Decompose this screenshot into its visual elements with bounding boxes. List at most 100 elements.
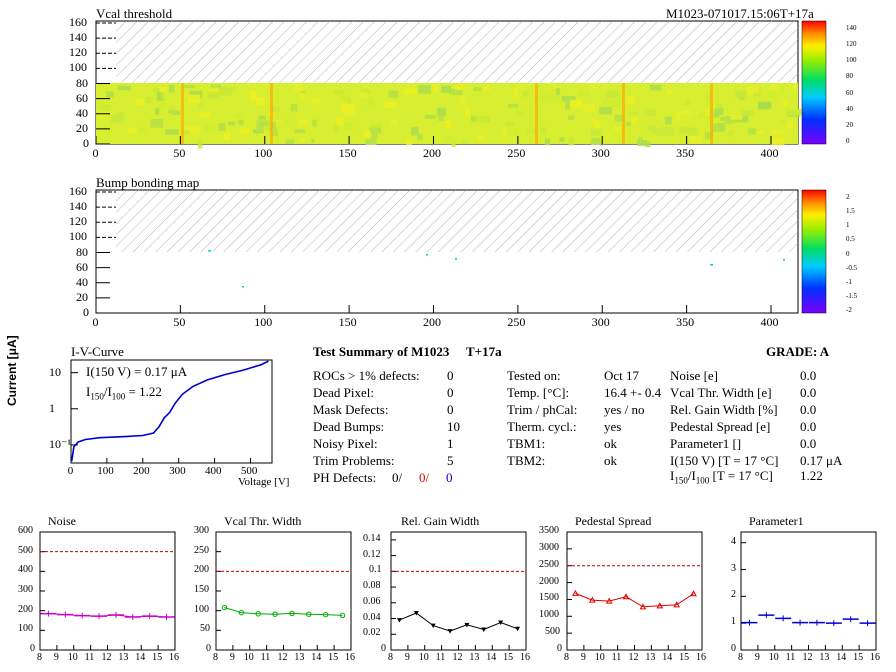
small-chart-xtick: 9 [754, 652, 760, 663]
vcal-ytick: 20 [76, 120, 88, 135]
summary-label: Trim / phCal: [507, 402, 578, 417]
small-chart-xtick: 14 [486, 652, 497, 663]
vcal-map-title: Vcal threshold [96, 6, 173, 21]
summary-value: 0 [447, 402, 454, 417]
small-chart-xtick: 15 [328, 652, 339, 663]
bump-ytick: 60 [76, 259, 88, 274]
small-chart-xtick: 9 [580, 652, 586, 663]
vcal-ytick: 140 [69, 30, 87, 45]
ph-defects-value-2: 0/ [419, 470, 430, 485]
small-chart-ytick: 400 [18, 564, 33, 576]
data-point [498, 620, 504, 625]
data-point [289, 610, 295, 617]
summary-label: Rel. Gain Width [%] [670, 402, 778, 417]
bump-palette [801, 189, 827, 314]
summary-value: 0.0 [800, 368, 817, 383]
ph-defects-value-3: 0 [446, 470, 453, 485]
vcal-palette-tick: 0 [846, 137, 850, 145]
bump-palette-tick: 1.5 [846, 207, 855, 216]
vcal-palette-tick: 120 [846, 40, 857, 49]
data-point [639, 603, 647, 610]
small-chart-xtick: 11 [611, 652, 622, 663]
small-chart-xtick: 13 [469, 652, 480, 663]
bump-map [95, 189, 799, 314]
summary-label: Tested on: [507, 368, 561, 383]
summary-label: TBM2: [507, 453, 546, 468]
small-chart-xtick: 13 [118, 652, 129, 663]
small-chart-ytick: 0.1 [369, 564, 382, 576]
summary-label: Pedestal Spread [e] [670, 419, 771, 434]
summary-label: TBM1: [507, 436, 546, 451]
small-chart-xtick: 10 [67, 652, 78, 663]
small-chart-xtick: 8 [564, 652, 569, 663]
bump-xtick: 350 [676, 315, 695, 329]
small-chart-ytick: 0 [557, 643, 562, 654]
small-chart-xtick: 8 [37, 652, 42, 663]
bump-ytick: 100 [69, 229, 87, 244]
summary-label: I(150 V) [T = 17 °C] [670, 453, 779, 468]
data-point [673, 601, 681, 608]
bump-ytick: 0 [83, 305, 89, 319]
small-chart-xtick: 16 [696, 652, 706, 663]
ph-defects-value-1: 0/ [392, 470, 403, 485]
small-chart-ytick: 150 [194, 584, 209, 595]
vcal-palette-tick: 80 [846, 72, 853, 81]
small-chart-2 [390, 531, 527, 651]
vcal-ytick: 40 [76, 105, 88, 120]
iv-curve-title: I-V-Curve [71, 344, 124, 359]
small-chart-4 [740, 531, 877, 651]
iv-ytick: 10 [49, 364, 61, 379]
vcal-ytick: 120 [69, 45, 87, 60]
summary-label: Mask Defects: [313, 402, 389, 417]
small-chart-ytick: 1000 [539, 609, 559, 621]
summary-value: yes [604, 419, 622, 434]
summary-label: Trim Problems: [313, 453, 395, 468]
data-point [221, 604, 228, 611]
vcal-ytick: 160 [69, 15, 87, 29]
iv-xtick: 400 [204, 465, 222, 477]
summary-label: Dead Pixel: [313, 385, 375, 400]
small-chart-xtick: 14 [135, 652, 146, 663]
summary-label: ROCs > 1% defects: [313, 368, 420, 383]
small-chart-ytick: 0.08 [363, 580, 381, 592]
small-chart-xtick: 8 [388, 652, 393, 663]
ratio-row-label: I150/I100 [T = 17 °C] [670, 468, 773, 486]
small-chart-ytick: 3000 [539, 541, 559, 553]
summary-value: 0.17 μA [800, 453, 843, 468]
vcal-palette-tick: 20 [846, 120, 853, 129]
small-chart-xtick: 11 [785, 652, 796, 663]
small-chart-title: Rel. Gain Width [401, 514, 480, 528]
summary-value: 16.4 +- 0.4 [604, 385, 662, 400]
summary-title: Test Summary of M1023 [313, 344, 450, 359]
small-chart-ytick: 0 [381, 643, 386, 654]
small-chart-xtick: 11 [435, 652, 446, 663]
small-chart-ytick: 1500 [539, 592, 559, 604]
summary-value: 1 [447, 436, 454, 451]
small-chart-xtick: 16 [345, 652, 355, 663]
vcal-palette-tick: 140 [846, 24, 857, 32]
small-chart-xtick: 9 [404, 652, 410, 663]
summary-value: yes / no [604, 402, 645, 417]
data-point [430, 623, 436, 629]
small-chart-ytick: 0 [206, 643, 211, 654]
data-point [306, 611, 312, 617]
small-chart-xtick: 15 [152, 652, 163, 663]
small-chart-ytick: 0.14 [363, 532, 381, 544]
summary-value: 0.0 [800, 436, 817, 451]
small-chart-title: Noise [48, 514, 76, 528]
small-chart-ytick: 3 [731, 562, 736, 574]
iv-xtick: 200 [133, 465, 150, 477]
bump-palette-tick: -1.5 [846, 291, 858, 300]
iv-xlabel: Voltage [V] [238, 476, 290, 488]
small-chart-xtick: 10 [243, 652, 254, 663]
small-chart-ytick: 200 [18, 603, 33, 615]
summary-label: Noise [e] [670, 368, 719, 383]
bump-palette-tick: 0 [846, 249, 850, 258]
data-point [605, 597, 613, 604]
small-chart-xtick: 10 [594, 652, 605, 663]
vcal-palette [801, 20, 827, 145]
iv-xtick: 300 [169, 465, 186, 477]
vcal-ytick: 80 [76, 75, 88, 90]
summary-value: ok [604, 436, 617, 451]
small-chart-ytick: 0.04 [363, 611, 381, 623]
